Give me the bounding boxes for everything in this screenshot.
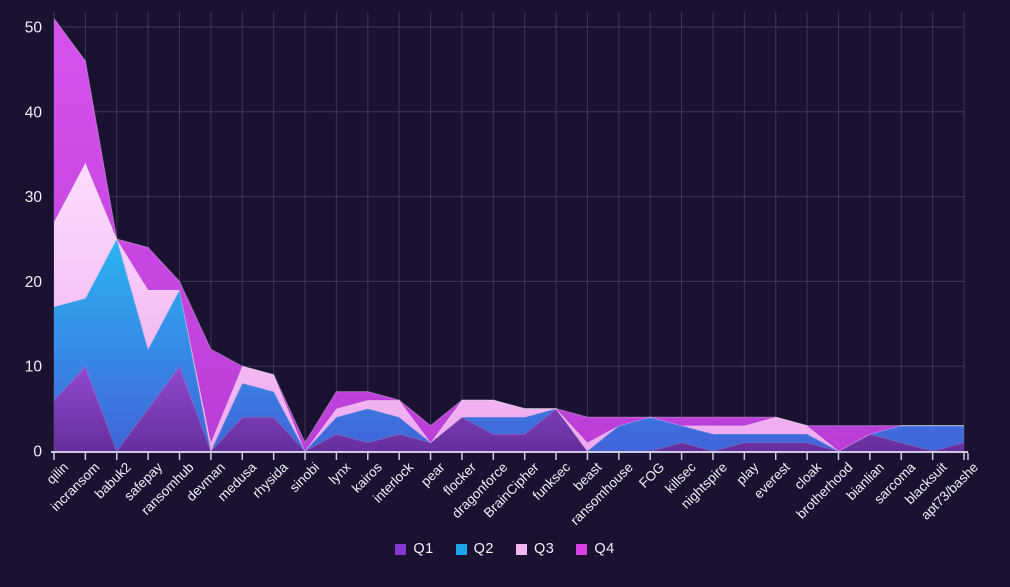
y-tick-label: 10 bbox=[25, 359, 43, 376]
x-tick-label-sinobi: sinobi bbox=[287, 460, 323, 496]
x-axis bbox=[51, 451, 969, 460]
legend-item-q2[interactable]: Q2 bbox=[455, 541, 494, 557]
area-series bbox=[53, 18, 965, 453]
y-tick-label: 40 bbox=[25, 104, 43, 121]
x-axis-labels: qilinincransombabuk2safepayransomhubdevm… bbox=[44, 459, 982, 528]
legend-swatch-q3 bbox=[516, 543, 527, 555]
x-tick-label-qilin: qilin bbox=[44, 460, 72, 488]
y-axis-labels: 0 10 20 30 40 50 bbox=[25, 20, 43, 461]
legend-label: Q2 bbox=[473, 541, 494, 557]
x-tick-label-rhysida: rhysida bbox=[249, 459, 291, 501]
y-tick-label: 50 bbox=[25, 20, 43, 37]
legend-swatch-q2 bbox=[455, 543, 467, 555]
y-tick-label: 30 bbox=[25, 189, 43, 206]
legend-swatch-q4 bbox=[576, 543, 588, 555]
y-tick-label: 20 bbox=[25, 274, 43, 291]
edge-q3 bbox=[53, 161, 964, 453]
legend-swatch-q1 bbox=[395, 543, 407, 555]
legend-item-q1[interactable]: Q1 bbox=[395, 541, 433, 557]
edge-q4 bbox=[53, 18, 964, 444]
legend: Q1 Q2 Q3 Q4 bbox=[0, 541, 1010, 557]
y-tick-label: 0 bbox=[33, 444, 42, 461]
legend-label: Q4 bbox=[594, 541, 615, 557]
legend-label: Q3 bbox=[534, 541, 555, 557]
legend-item-q4[interactable]: Q4 bbox=[576, 541, 614, 557]
x-tick-label-everest: everest bbox=[751, 459, 793, 501]
area-q1 bbox=[54, 366, 964, 451]
legend-label: Q1 bbox=[413, 541, 434, 557]
legend-item-q3[interactable]: Q3 bbox=[516, 541, 554, 557]
